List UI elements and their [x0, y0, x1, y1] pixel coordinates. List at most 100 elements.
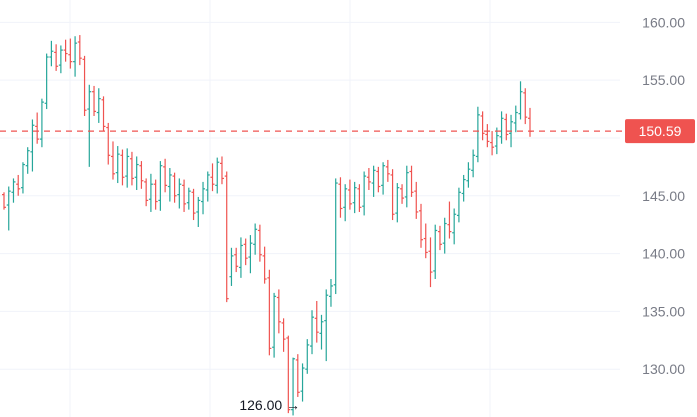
ohlc-bar [490, 131, 495, 156]
ohlc-bar [134, 156, 139, 190]
ohlc-bar [148, 173, 153, 212]
ohlc-bar [400, 184, 405, 204]
ohlc-bar [210, 163, 215, 192]
ohlc-bar [87, 84, 92, 167]
ohlc-bar [2, 192, 6, 210]
ohlc-bar [291, 357, 296, 416]
ohlc-bar [125, 148, 130, 188]
ohlc-bar [281, 318, 286, 352]
ohlc-bar [73, 36, 78, 77]
y-tick-label: 130.00 [642, 361, 685, 377]
ohlc-bar [167, 168, 172, 202]
ohlc-bar [352, 181, 357, 214]
ohlc-bar [253, 223, 258, 255]
y-tick-label: 160.00 [642, 14, 685, 30]
ohlc-bar [182, 179, 187, 212]
ohlc-bar [262, 246, 267, 284]
ohlc-bar [96, 88, 101, 123]
ohlc-bar [44, 53, 49, 110]
ohlc-bar [485, 124, 490, 148]
ohlc-bar [229, 247, 234, 286]
ohlc-bar [267, 269, 272, 356]
ohlc-bar [528, 107, 532, 137]
ohlc-bar [153, 179, 158, 210]
ohlc-bar [163, 158, 168, 193]
ohlc-bar [338, 177, 343, 218]
ohlc-bar [461, 174, 466, 202]
ohlc-bar [305, 339, 310, 374]
y-tick-label: 135.00 [642, 303, 685, 319]
ohlc-bar [276, 289, 281, 334]
ohlc-bar [300, 363, 305, 402]
ohlc-bar [58, 45, 63, 74]
ohlc-bar [215, 157, 220, 194]
ohlc-bar [357, 184, 362, 212]
ohlc-bar [158, 161, 163, 211]
ohlc-bar [234, 247, 239, 273]
ohlc-bar [518, 81, 523, 120]
ohlc-bar [82, 55, 87, 116]
ohlc-bar [295, 354, 300, 397]
ohlc-bar [333, 178, 338, 295]
ohlc-bar [177, 178, 182, 209]
ohlc-bar [49, 40, 54, 67]
price-axis[interactable]: 160.00155.00150.00145.00140.00135.00130.… [642, 14, 685, 417]
ohlc-bar [68, 38, 73, 69]
ohlc-bar [219, 156, 224, 185]
ohlc-bar [257, 224, 262, 262]
ohlc-bar [54, 44, 59, 71]
ohlc-bar [442, 217, 447, 254]
ohlc-bar [328, 279, 333, 307]
low-price-marker: 126.00 → [239, 397, 300, 413]
ohlc-bar [196, 196, 201, 227]
ohlc-bar [466, 162, 471, 188]
ohlc-bar [437, 225, 442, 251]
ohlc-bar [139, 161, 144, 189]
ohlc-bar [314, 300, 319, 343]
ohlc-bar [172, 172, 177, 203]
ohlc-bar [319, 314, 324, 350]
ohlc-bar [376, 166, 381, 193]
ohlc-bar [423, 223, 428, 259]
ohlc-bar [39, 98, 44, 148]
ohlc-bar [381, 162, 386, 195]
ohlc-bar [101, 96, 106, 132]
ohlc-bar [366, 168, 371, 190]
y-tick-label: 155.00 [642, 72, 685, 88]
ohlc-bar [385, 159, 390, 182]
ohlc-bar [238, 237, 243, 278]
ohlc-bar [92, 85, 97, 116]
ohlc-bar [6, 186, 11, 231]
ohlc-bar [16, 174, 21, 196]
ohlc-bar [494, 127, 499, 155]
y-tick-label: 140.00 [642, 246, 685, 262]
ohlc-bar [110, 141, 115, 180]
ohlc-bar [324, 289, 329, 362]
ohlc-bar [191, 188, 196, 221]
y-tick-label: 145.00 [642, 188, 685, 204]
ohlc-bar [471, 149, 476, 178]
last-price-label: 150.59 [639, 123, 682, 139]
last-price-badge: 150.59 [625, 119, 695, 144]
ohlc-bar [186, 187, 191, 210]
ohlc-bar [144, 178, 149, 207]
ohlc-bar [475, 106, 480, 163]
ohlc-bar [419, 203, 424, 248]
chart-grid [0, 0, 620, 417]
ohlc-bar [106, 122, 111, 165]
ohlc-bar [272, 292, 277, 358]
ohlc-bar [205, 171, 210, 202]
ohlc-bar [499, 111, 504, 144]
ohlc-bar [362, 171, 367, 216]
last-price-badge-bg [625, 119, 695, 144]
ohlc-bar [433, 224, 438, 280]
ohlc-bar [456, 187, 461, 223]
ohlc-bar [452, 208, 457, 245]
ohlc-bar [371, 165, 376, 197]
ohlc-bar [343, 184, 348, 222]
ohlc-bar [428, 237, 433, 288]
ohlc-bar [390, 169, 395, 221]
ohlc-bar [30, 119, 35, 172]
ohlc-bar [523, 88, 528, 125]
